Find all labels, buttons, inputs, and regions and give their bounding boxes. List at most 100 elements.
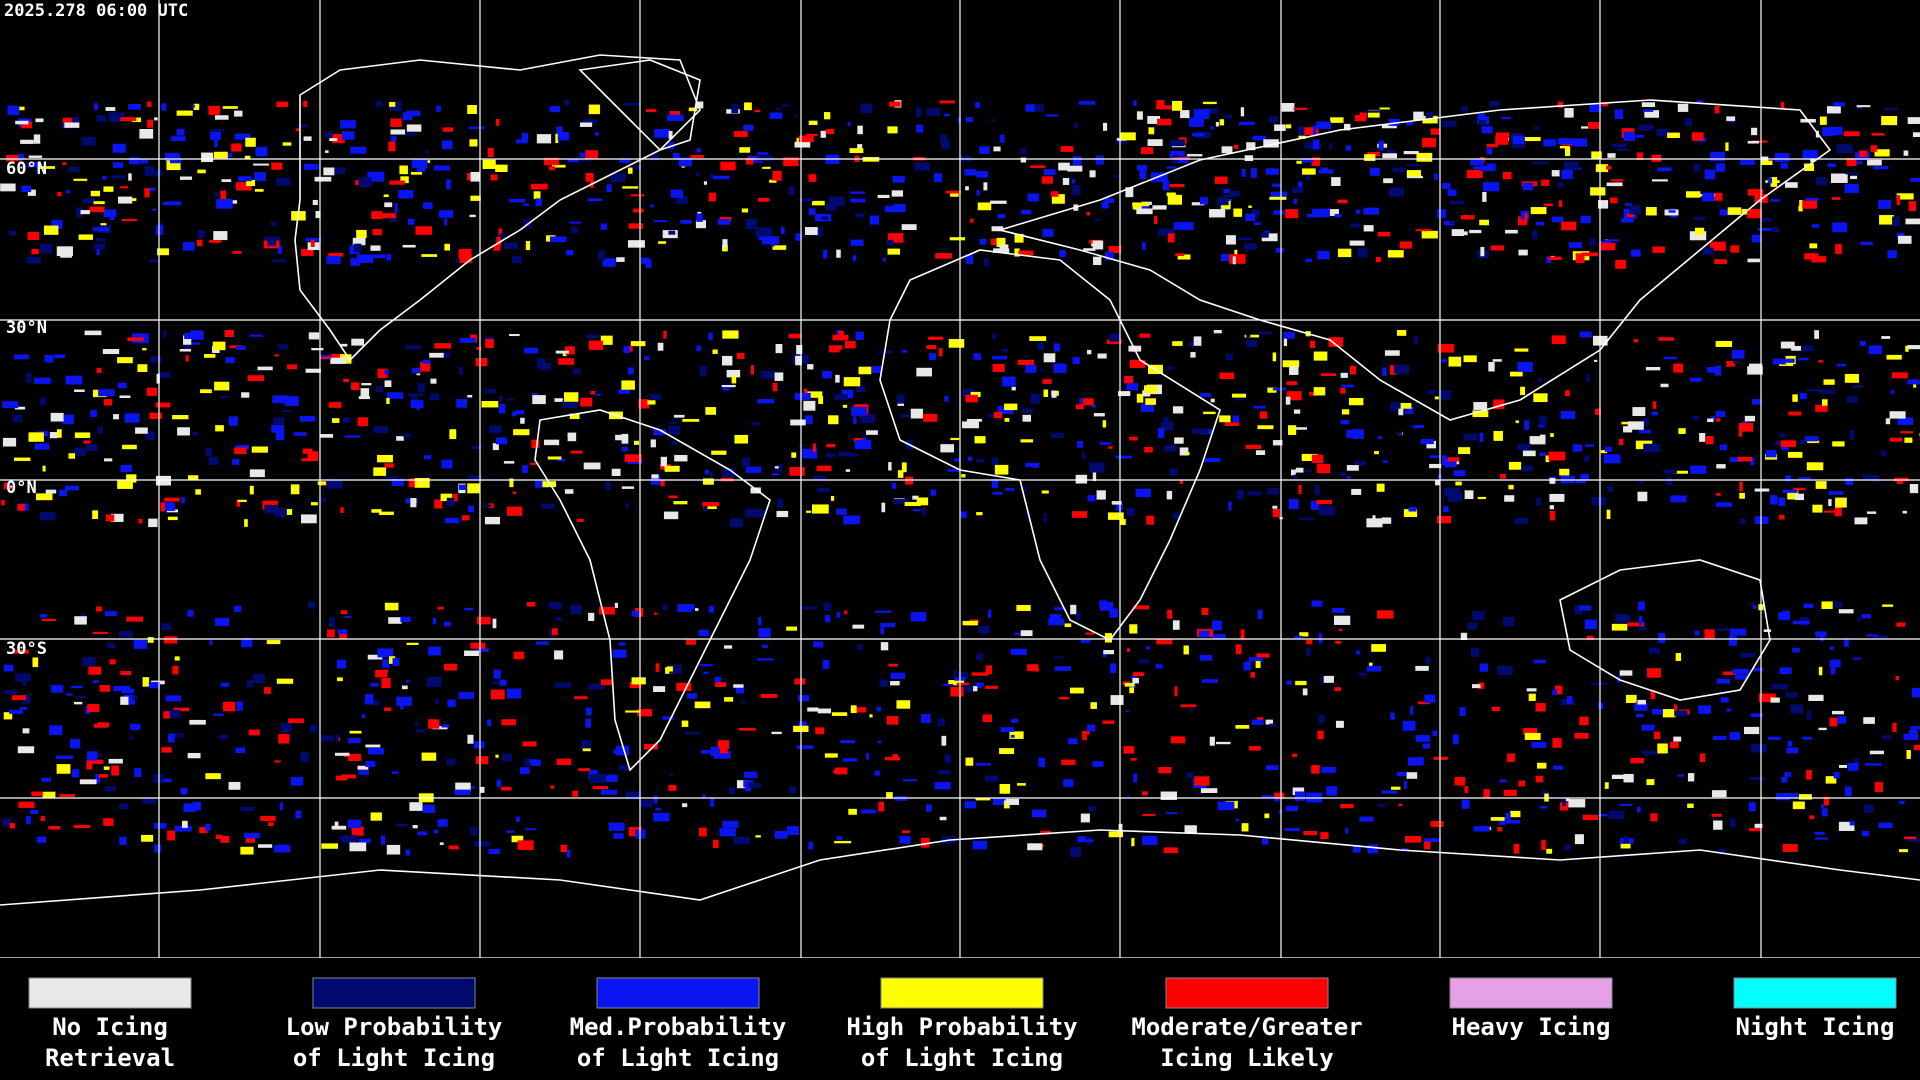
icing-pixel (1403, 509, 1418, 518)
icing-pixel (682, 418, 700, 422)
icing-pixel (536, 358, 545, 368)
icing-pixel (983, 258, 990, 267)
icing-pixel (314, 176, 332, 182)
icing-pixel (499, 679, 507, 686)
icing-pixel (109, 215, 115, 220)
icing-pixel (1129, 359, 1146, 368)
icing-pixel (670, 189, 683, 198)
icing-pixel (1600, 450, 1608, 454)
icing-pixel (1172, 406, 1184, 414)
icing-pixel (384, 380, 392, 387)
icing-pixel (1000, 134, 1005, 143)
icing-pixel (1732, 668, 1749, 674)
icing-pixel (1123, 746, 1135, 754)
icing-pixel (308, 332, 320, 340)
icing-pixel (95, 774, 101, 784)
icing-pixel (1459, 707, 1466, 717)
icing-pixel (1099, 442, 1112, 445)
icing-pixel (976, 512, 983, 516)
icing-pixel (271, 425, 285, 433)
icing-pixel (1486, 163, 1496, 171)
icing-pixel (1584, 455, 1589, 462)
icing-pixel (662, 716, 674, 720)
icing-pixel (458, 248, 472, 257)
icing-pixel (167, 734, 175, 743)
icing-pixel (605, 481, 611, 491)
icing-pixel (1564, 161, 1579, 170)
icing-pixel (1192, 133, 1205, 137)
icing-pixel (695, 608, 699, 611)
icing-pixel (1115, 140, 1128, 144)
icing-pixel (722, 355, 733, 366)
icing-pixel (1517, 443, 1531, 451)
icing-pixel (1059, 696, 1070, 700)
icing-pixel (1311, 764, 1320, 774)
icing-pixel (805, 415, 813, 425)
icing-pixel (388, 617, 402, 624)
icing-pixel (1118, 391, 1131, 397)
icing-pixel (64, 122, 80, 128)
icing-pixel (339, 630, 347, 640)
icing-pixel (1355, 650, 1361, 655)
latitude-label: 30°N (6, 318, 47, 338)
icing-pixel (1702, 247, 1714, 255)
icing-pixel (756, 658, 774, 661)
icing-pixel (580, 122, 593, 127)
icing-pixel (373, 467, 387, 476)
icing-pixel (340, 120, 356, 129)
icing-pixel (1227, 198, 1232, 202)
icing-pixel (423, 202, 433, 209)
icing-pixel (1849, 430, 1855, 440)
icing-pixel (266, 640, 281, 645)
icing-pixel (417, 831, 428, 836)
icing-pixel (1568, 242, 1583, 248)
icing-pixel (1463, 433, 1478, 441)
icing-pixel (1330, 117, 1344, 123)
icing-pixel (962, 421, 979, 429)
icing-pixel (1309, 392, 1317, 396)
icing-pixel (708, 192, 716, 202)
icing-pixel (923, 413, 938, 422)
icing-pixel (685, 731, 701, 735)
icing-pixel (1531, 742, 1547, 748)
icing-pixel (840, 740, 855, 744)
icing-pixel (171, 136, 186, 142)
icing-pixel (112, 143, 126, 153)
icing-pixel (197, 169, 206, 174)
icing-pixel (1417, 701, 1430, 705)
icing-pixel (994, 464, 1009, 475)
icing-pixel (64, 485, 80, 491)
icing-pixel (485, 339, 494, 348)
icing-pixel (829, 345, 843, 350)
icing-pixel (389, 102, 396, 107)
icing-pixel (1179, 480, 1183, 485)
icing-pixel (1623, 426, 1633, 433)
icing-pixel (334, 821, 339, 829)
icing-pixel (389, 656, 396, 664)
icing-pixel (1632, 407, 1646, 417)
icing-pixel (531, 759, 541, 766)
icing-pixel (1788, 411, 1802, 416)
icing-pixel (1158, 766, 1172, 774)
icing-pixel (254, 189, 264, 192)
icing-pixel (1059, 250, 1066, 258)
icing-pixel (85, 444, 98, 452)
icing-pixel (796, 345, 803, 355)
icing-pixel (456, 399, 467, 408)
icing-pixel (1591, 151, 1602, 159)
icing-pixel (149, 259, 159, 263)
icing-pixel (1304, 142, 1321, 150)
icing-pixel (1405, 835, 1422, 843)
icing-pixel (1247, 491, 1262, 496)
icing-pixel (1396, 431, 1403, 435)
icing-pixel (828, 415, 839, 425)
icing-pixel (896, 394, 905, 404)
icing-pixel (1862, 474, 1871, 480)
icing-pixel (878, 801, 885, 812)
icing-pixel (1850, 175, 1858, 180)
icing-pixel (700, 750, 713, 754)
icing-pixel (1198, 630, 1210, 638)
icing-pixel (1560, 474, 1569, 484)
icing-pixel (1589, 238, 1597, 246)
icing-pixel (1040, 368, 1044, 372)
